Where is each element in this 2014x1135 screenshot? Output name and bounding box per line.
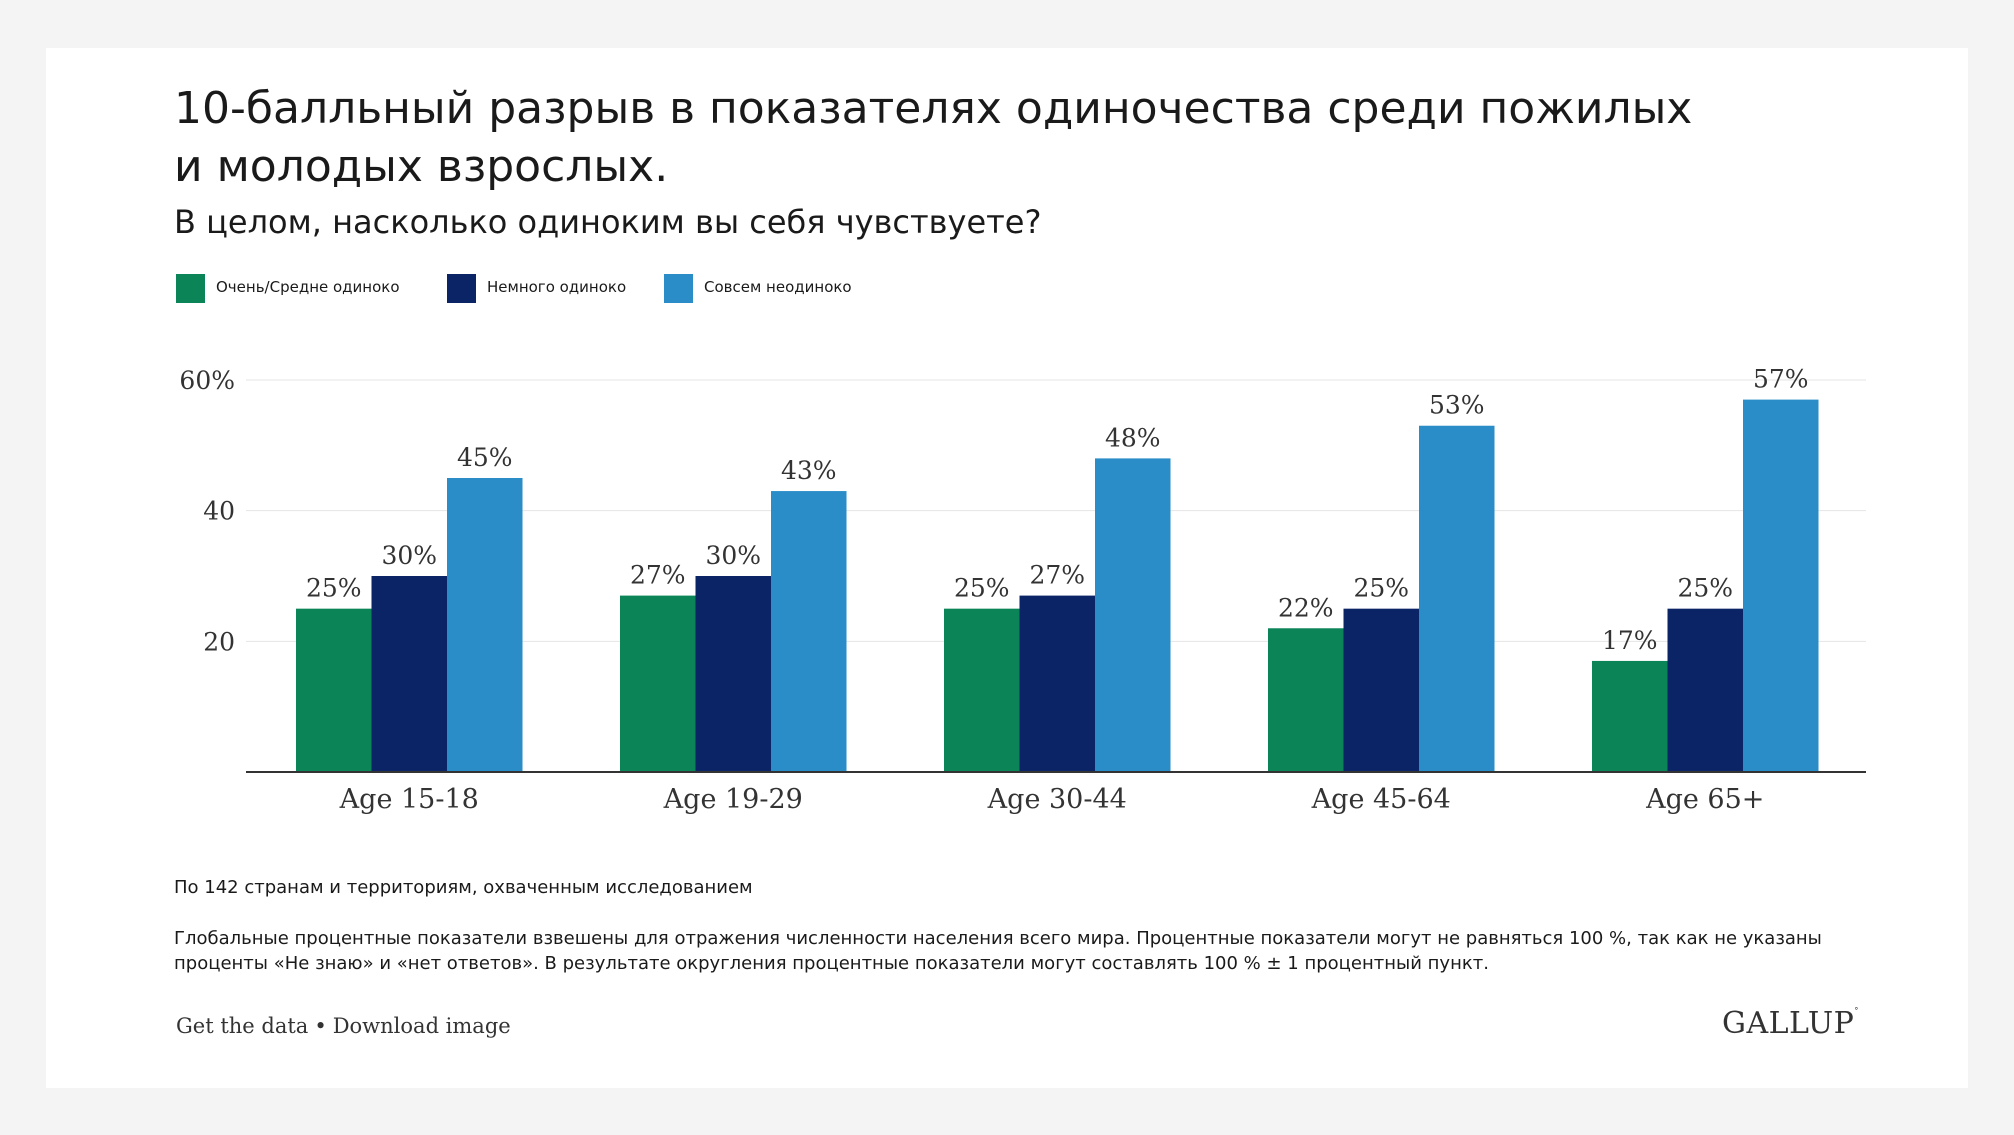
data-label: 53% — [1429, 391, 1485, 420]
data-label: 25% — [954, 574, 1010, 603]
data-label: 17% — [1602, 626, 1658, 655]
data-label: 25% — [1677, 574, 1733, 603]
y-tick-label: 60% — [179, 366, 235, 395]
bar — [1095, 458, 1171, 772]
data-label: 57% — [1753, 365, 1809, 394]
bar — [771, 491, 847, 772]
legend-label: Очень/Средне одиноко — [216, 278, 400, 296]
x-tick-label: Age 30-44 — [987, 784, 1127, 815]
legend-swatch-navy — [447, 274, 476, 303]
data-label: 48% — [1105, 423, 1161, 452]
data-label: 45% — [457, 443, 513, 472]
legend-label: Немного одиноко — [487, 278, 627, 296]
data-label: 30% — [381, 541, 437, 570]
data-label: 22% — [1278, 593, 1334, 622]
scope-note: По 142 странам и территориям, охваченным… — [174, 877, 753, 898]
chart-card — [46, 48, 1968, 1088]
x-tick-label: Age 45-64 — [1311, 784, 1451, 815]
y-tick-label: 40 — [203, 497, 235, 526]
get-data-link[interactable]: Get the data — [176, 1014, 309, 1038]
bar — [1592, 660, 1668, 772]
chart-title: 10-балльный разрыв в показателях одиноче… — [174, 83, 1693, 192]
data-label: 43% — [781, 456, 837, 485]
bar — [1343, 608, 1419, 772]
x-tick-label: Age 19-29 — [663, 784, 803, 815]
data-label: 27% — [630, 561, 686, 590]
data-label: 30% — [705, 541, 761, 570]
bar — [944, 608, 1020, 772]
bar — [371, 576, 447, 772]
gallup-logo-text: GALLUP — [1722, 1006, 1855, 1041]
bar — [447, 478, 523, 772]
bar — [1419, 425, 1495, 772]
bar — [296, 608, 372, 772]
y-tick-label: 20 — [203, 627, 235, 656]
chart-subtitle: В целом, насколько одиноким вы себя чувс… — [174, 203, 1042, 241]
chart-svg: 20 40 60% 25% 30% 45% Age 15-18 27% 30% 43% Age 19… — [179, 365, 1866, 815]
gallup-logo: GALLUP° — [1722, 1006, 1859, 1041]
download-image-link[interactable]: Download image — [332, 1014, 511, 1038]
bar — [1019, 595, 1095, 772]
x-tick-label: Age 15-18 — [339, 784, 479, 815]
data-label: 25% — [1353, 574, 1409, 603]
x-tick-label: Age 65+ — [1645, 784, 1764, 815]
bar — [620, 595, 696, 772]
legend-swatch-blue — [664, 274, 693, 303]
methodology-note: Глобальные процентные показатели взвешен… — [174, 928, 1822, 974]
bar — [695, 576, 771, 772]
legend-swatch-green — [176, 274, 205, 303]
bar — [1667, 608, 1743, 772]
bar — [1268, 628, 1344, 772]
data-label: 27% — [1029, 561, 1085, 590]
legend-label: Совсем неодиноко — [704, 278, 852, 296]
bar-chart: 20 40 60% 25% 30% 45% Age 15-18 27% 30% 43% Age 19… — [160, 350, 1880, 834]
footer-separator: • — [314, 1014, 327, 1038]
bar — [1743, 399, 1819, 772]
data-label: 25% — [306, 574, 362, 603]
footer-links: Get the data • Download image — [176, 1014, 511, 1038]
